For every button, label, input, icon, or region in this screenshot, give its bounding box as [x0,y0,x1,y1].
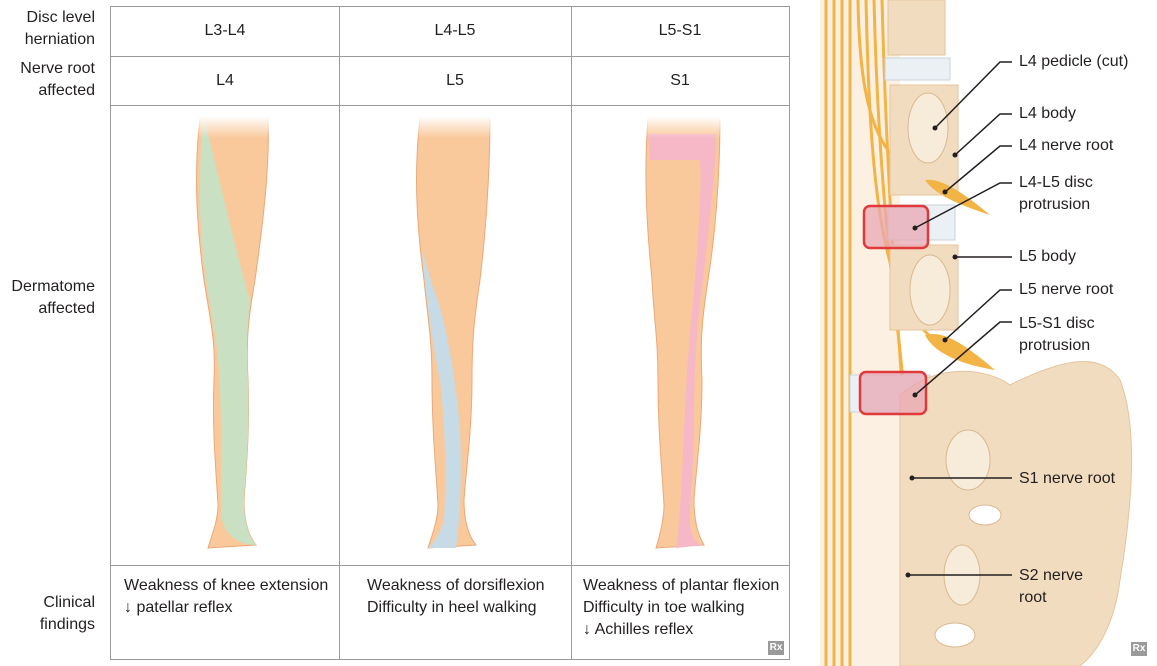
rx-watermark-icon: Rx [1131,642,1147,656]
findings-l5: Weakness of dorsiflexion Difficulty in he… [367,577,545,616]
row-label-clinical: Clinical findings [39,594,95,633]
label-s2-nerve-root: S2 nerve root [1019,567,1084,606]
l5-s1-protrusion-highlight [858,370,928,416]
row-divider [111,565,789,566]
l4-l5-protrusion-highlight [862,204,930,250]
nerve-root-s1: S1 [670,72,690,89]
rx-watermark-icon: Rx [768,641,784,655]
column-divider [339,7,340,659]
row-divider [111,56,789,57]
label-l4-l5-disc: L4-L5 disc protrusion [1019,174,1093,213]
label-l5-s1-disc: L5-S1 disc protrusion [1019,315,1095,354]
column-divider [571,7,572,659]
disc-level-l3-l4: L3-L4 [204,22,246,39]
nerve-root-l5: L5 [446,72,464,89]
disc-level-l5-s1: L5-S1 [658,22,702,39]
nerve-root-l4: L4 [216,72,234,89]
row-label-nerve-root: Nerve root affected [20,60,95,99]
disc-level-l4-l5: L4-L5 [434,22,476,39]
row-label-disc-level: Disc level herniation [24,9,95,48]
herniation-table: L3-L4 L4-L5 L5-S1 L4 L5 S1 Weakness of k… [110,6,790,660]
leg-s1-dermatome [643,116,723,549]
leg-l5-dermatome [415,116,495,549]
label-l5-body: L5 body [1019,248,1076,265]
row-label-dermatome: Dermatome affected [11,278,95,317]
leg-l4-dermatome [195,116,275,549]
lumbosacral-spine-illustration [820,0,1133,666]
findings-l4: Weakness of knee extension ↓ patellar ref… [124,577,329,616]
label-l4-body: L4 body [1019,105,1076,122]
label-l4-nerve-root: L4 nerve root [1019,137,1114,154]
label-l4-pedicle: L4 pedicle (cut) [1019,53,1129,70]
row-divider [111,105,789,106]
label-s1-nerve-root: S1 nerve root [1019,470,1116,487]
label-l5-nerve-root: L5 nerve root [1019,281,1114,298]
findings-s1: Weakness of plantar flexion Difficulty in… [583,577,780,638]
